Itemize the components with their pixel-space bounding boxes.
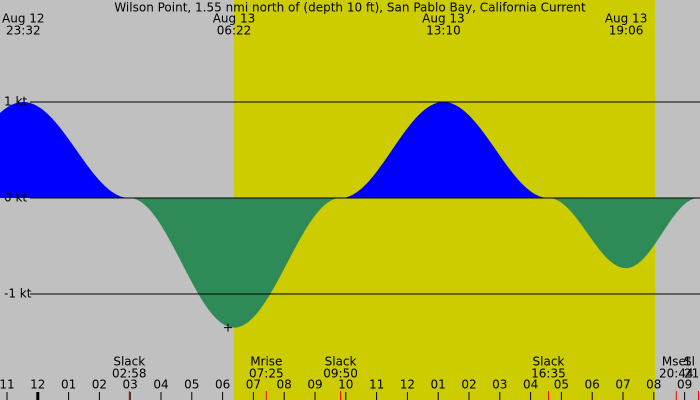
event-name: Slack xyxy=(325,355,357,369)
flood-area xyxy=(340,102,549,199)
event-time: 16:35 xyxy=(531,367,566,381)
y-tick-label: 0 kt xyxy=(4,191,27,205)
max-ebb-marker xyxy=(223,323,232,332)
chart-title: Wilson Point, 1.55 nmi north of (depth 1… xyxy=(114,1,586,15)
x-tick-label: 07 xyxy=(246,378,261,392)
event-time: 09:50 xyxy=(323,367,358,381)
x-tick-label: 07 xyxy=(615,378,630,392)
event-date: Aug 13 xyxy=(605,12,648,26)
x-tick-label: 01 xyxy=(431,378,446,392)
event-time: 19:06 xyxy=(609,24,644,38)
x-tick-label: 11 xyxy=(369,378,384,392)
x-tick-label: 03 xyxy=(492,378,507,392)
x-tick-label: 05 xyxy=(554,378,569,392)
event-time: 20:44 xyxy=(659,367,694,381)
event-date: Aug 13 xyxy=(213,12,256,26)
y-tick-label: 1 kt xyxy=(4,95,27,109)
event-name: Slack xyxy=(533,355,565,369)
event-time: 07:25 xyxy=(249,367,284,381)
x-tick-label: 10 xyxy=(338,378,353,392)
x-tick-label: 12 xyxy=(400,378,415,392)
x-tick-label: 05 xyxy=(184,378,199,392)
ebb-area xyxy=(129,198,341,328)
event-time: 02:58 xyxy=(112,367,147,381)
event-time: 06:22 xyxy=(217,24,252,38)
x-tick-label: 02 xyxy=(461,378,476,392)
x-tick-label: 08 xyxy=(277,378,292,392)
x-tick-label: 06 xyxy=(215,378,230,392)
event-date: Aug 13 xyxy=(422,12,465,26)
event-date: Aug 12 xyxy=(2,12,45,26)
x-tick-label: 08 xyxy=(646,378,661,392)
x-tick-label: 12 xyxy=(30,378,45,392)
event-name: Mrise xyxy=(250,355,282,369)
ebb-area xyxy=(548,198,699,269)
x-tick-label: 01 xyxy=(61,378,76,392)
y-tick-label: -1 kt xyxy=(4,287,32,301)
event-time: 13:10 xyxy=(426,24,461,38)
x-tick-label: 11 xyxy=(0,378,15,392)
event-name: Slack xyxy=(113,355,145,369)
flood-area xyxy=(0,102,130,199)
event-name: Sl xyxy=(684,355,695,369)
event-name: Mset xyxy=(662,355,691,369)
x-tick-label: 04 xyxy=(153,378,168,392)
x-tick-label: 09 xyxy=(307,378,322,392)
x-tick-label: 03 xyxy=(123,378,138,392)
event-time: 23:32 xyxy=(6,24,41,38)
x-tick-label: 06 xyxy=(585,378,600,392)
event-time: 21 xyxy=(684,367,699,381)
x-tick-label: 09 xyxy=(677,378,692,392)
x-tick-label: 04 xyxy=(523,378,538,392)
x-tick-label: 02 xyxy=(92,378,107,392)
